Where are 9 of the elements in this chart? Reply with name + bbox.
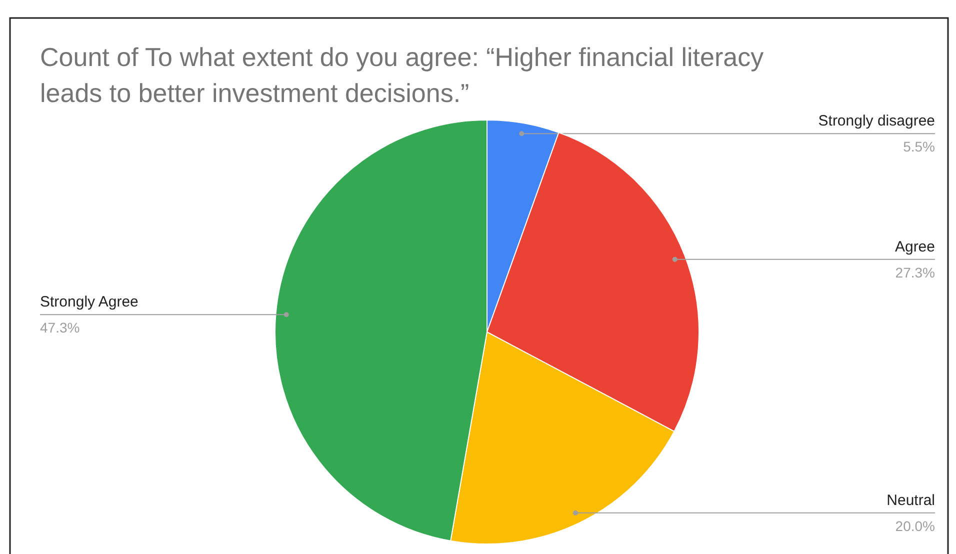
slice-label: Agree (894, 238, 935, 256)
data-label: 27.3% (895, 264, 935, 280)
data-label: 5.5% (903, 138, 935, 155)
slice-label: Neutral (886, 492, 935, 509)
slice-label: Strongly Agree (40, 294, 138, 311)
data-label: 20.0% (895, 518, 935, 534)
slice-label: Strongly disagree (818, 112, 935, 130)
chart-title: Count of To what extent do you agree: “Higher financial literacy leads to better investment decisions.” (40, 42, 764, 108)
data-label: 47.3% (40, 320, 80, 336)
